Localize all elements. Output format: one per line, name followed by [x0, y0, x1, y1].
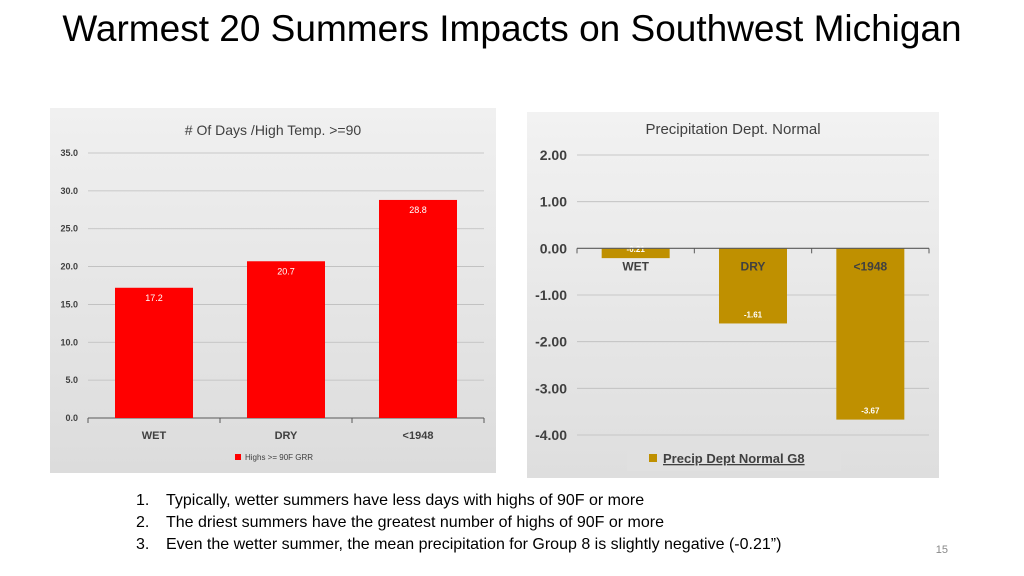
x-tick-label: DRY — [741, 259, 766, 273]
bar-1948 — [379, 199, 457, 418]
bar-dry — [247, 261, 325, 418]
note-item: 1. Typically, wetter summers have less da… — [136, 490, 781, 512]
data-label: -0.21 — [627, 245, 646, 254]
y-tick-label: -3.00 — [535, 380, 567, 396]
days-above-90-chart: # Of Days /High Temp. >=90 0.0 5.0 10.0 15.0… — [50, 108, 496, 473]
legend-label: Precip Dept Normal G8 — [663, 451, 805, 466]
data-label: 28.8 — [409, 205, 427, 215]
y-tick-label: 25.0 — [60, 224, 78, 234]
legend-swatch — [235, 454, 241, 460]
data-label: 20.7 — [277, 266, 295, 276]
y-tick-label: 1.00 — [540, 194, 567, 210]
y-tick-label: 15.0 — [60, 299, 78, 309]
x-tick-label: WET — [622, 259, 649, 273]
slide-title: Warmest 20 Summers Impacts on Southwest … — [62, 8, 962, 49]
note-text: The driest summers have the greatest num… — [166, 514, 665, 531]
legend-swatch — [649, 454, 657, 462]
y-tick-label: 30.0 — [60, 186, 78, 196]
note-number: 1. — [136, 492, 150, 509]
y-tick-label: -1.00 — [535, 287, 567, 303]
legend-label: Highs >= 90F GRR — [245, 453, 313, 462]
y-tick-label: 0.00 — [540, 240, 567, 256]
bar-wet — [601, 248, 670, 259]
note-number: 3. — [136, 536, 150, 553]
x-tick-label: WET — [142, 430, 167, 442]
y-tick-label: 10.0 — [60, 337, 78, 347]
note-item: 2. The driest summers have the greatest n… — [136, 512, 781, 534]
page-number: 15 — [935, 544, 948, 556]
chart-title: # Of Days /High Temp. >=90 — [185, 122, 362, 138]
chart-title: Precipitation Dept. Normal — [645, 121, 820, 138]
y-tick-label: 35.0 — [60, 148, 78, 158]
legend-box — [627, 445, 841, 471]
y-tick-label: -2.00 — [535, 334, 567, 350]
y-tick-label: 20.0 — [60, 262, 78, 272]
note-number: 2. — [136, 514, 150, 531]
y-tick-label: 2.00 — [540, 147, 567, 163]
data-label: 17.2 — [145, 293, 163, 303]
note-item: 3. Even the wetter summer, the mean preci… — [136, 534, 781, 556]
data-label: -3.67 — [861, 407, 880, 416]
y-tick-label: 0.0 — [65, 413, 78, 423]
bar-1948 — [836, 248, 905, 420]
x-tick-label: <1948 — [853, 259, 887, 273]
note-text: Even the wetter summer, the mean precipi… — [166, 536, 782, 553]
x-tick-label: DRY — [275, 430, 298, 442]
bar-wet — [115, 287, 193, 418]
bar-dry — [719, 248, 787, 324]
data-label: -1.61 — [744, 310, 763, 319]
notes-list: 1. Typically, wetter summers have less da… — [136, 490, 781, 556]
precip-departure-chart: Precipitation Dept. Normal 2.00 1.00 0.00 -1… — [527, 112, 939, 478]
y-tick-label: 5.0 — [65, 375, 78, 385]
x-tick-label: <1948 — [403, 430, 434, 442]
note-text: Typically, wetter summers have less days… — [166, 492, 645, 509]
y-tick-label: -4.00 — [535, 427, 567, 443]
